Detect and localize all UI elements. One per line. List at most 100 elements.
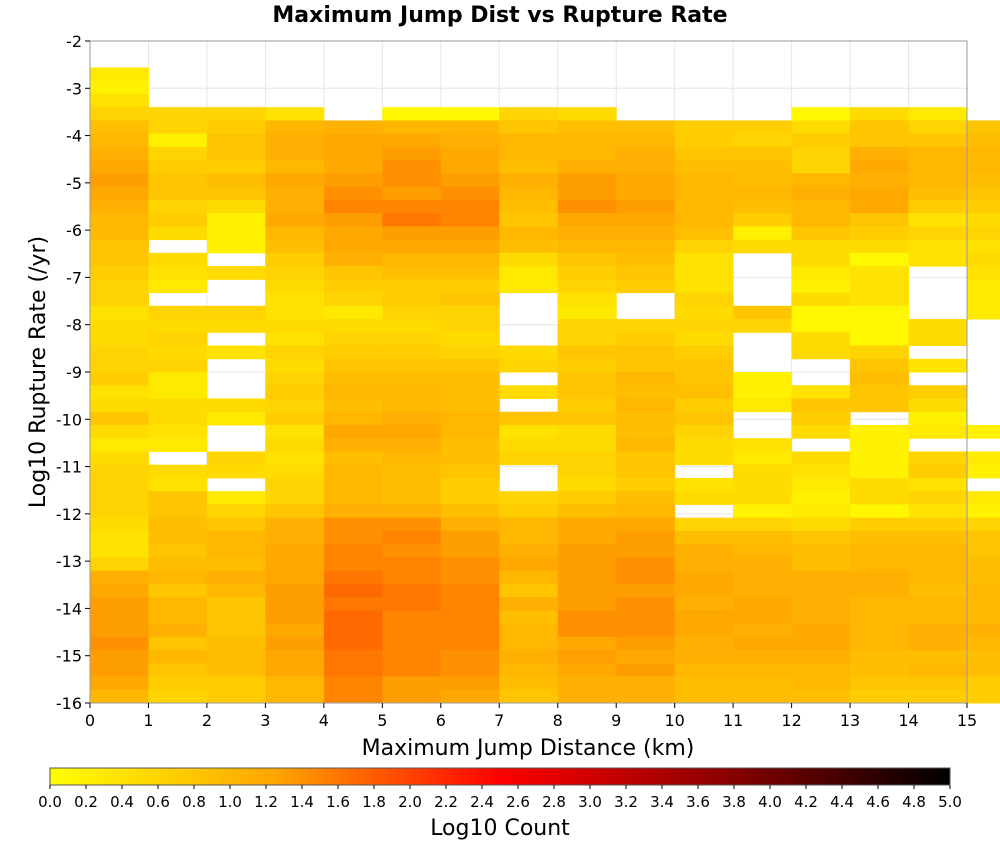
heatmap-cell [323,583,383,598]
heatmap-cell [791,491,851,505]
heatmap-cell [557,451,617,466]
heatmap-cell [206,650,266,664]
heatmap-cell [967,491,1000,505]
heatmap-cell [557,610,617,625]
colorbar-tick-label: 2.6 [506,793,530,811]
heatmap-cell [323,464,383,479]
heatmap-cell [733,398,793,413]
heatmap-cell [90,544,149,558]
heatmap-cell [908,477,968,492]
heatmap-cell [791,186,851,201]
heatmap-cell [206,226,266,241]
heatmap-cell [148,597,208,611]
heatmap-cell [499,226,559,241]
heatmap-cell [616,173,676,188]
heatmap-cell [850,517,910,532]
heatmap-cell [206,544,266,558]
heatmap-cell [90,67,149,82]
heatmap-cell [90,239,149,254]
heatmap-cell [616,411,676,426]
heatmap-cell [382,279,442,294]
heatmap-cell [499,385,559,399]
heatmap-cell [323,438,383,452]
heatmap-cell [557,676,617,691]
heatmap-cell [967,120,1000,135]
heatmap-cell [148,332,208,347]
heatmap-cell [499,252,559,267]
heatmap-cell [791,623,851,638]
heatmap-cell [206,266,266,280]
heatmap-cell [674,319,734,333]
heatmap-cell [791,213,851,227]
heatmap-cell [733,504,793,519]
heatmap-cell [616,530,676,545]
heatmap-cell [206,636,266,651]
x-tick-label: 13 [840,711,860,730]
heatmap-cell [850,199,910,214]
colorbar-tick-label: 0.2 [74,793,98,811]
heatmap-cell [440,199,500,214]
heatmap-cell [382,451,442,466]
heatmap-cell [674,226,734,241]
heatmap-cell [382,239,442,254]
heatmap-cell [557,517,617,532]
heatmap-cell [850,120,910,135]
heatmap-cell [791,160,851,174]
heatmap-cell [674,544,734,558]
heatmap-cell [148,173,208,188]
colorbar-tick-label: 1.2 [254,793,278,811]
heatmap-cell [499,530,559,545]
heatmap-cell [382,292,442,307]
heatmap-cell [674,530,734,545]
heatmap-cell [616,319,676,333]
heatmap-cell [557,266,617,280]
heatmap-cell [440,358,500,373]
heatmap-cell [674,133,734,148]
heatmap-cell [323,530,383,545]
heatmap-cell [616,583,676,598]
heatmap-cell [440,504,500,519]
heatmap-cell [791,676,851,691]
heatmap-cell [382,133,442,148]
heatmap-cell [616,372,676,386]
heatmap-cell [674,292,734,307]
heatmap-cell [908,557,968,572]
heatmap-cell [265,676,325,691]
heatmap-cell [850,133,910,148]
heatmap-cell [791,636,851,651]
heatmap-cell [557,186,617,201]
heatmap-cell [967,663,1000,678]
heatmap-cell [733,477,793,492]
heatmap-cell [323,544,383,558]
heatmap-cell [674,663,734,678]
heatmap-cell [265,133,325,148]
heatmap-cell [265,491,325,505]
heatmap-cell [616,160,676,174]
heatmap-cell [674,477,734,492]
heatmap-cell [733,676,793,691]
heatmap-cell [733,610,793,625]
heatmap-cell [908,597,968,611]
heatmap-cell [440,146,500,161]
colorbar-tick-label: 3.0 [578,793,602,811]
heatmap-cell [382,557,442,572]
heatmap-cell [323,610,383,625]
heatmap-cell [440,464,500,479]
heatmap-cell [791,345,851,360]
heatmap-cell [499,199,559,214]
heatmap-cell [206,663,266,678]
x-tick-label: 10 [664,711,684,730]
heatmap-cell [616,610,676,625]
heatmap-cell [206,491,266,505]
heatmap-cell [206,239,266,254]
heatmap-cell [908,332,968,347]
heatmap-cell [499,491,559,505]
heatmap-cell [323,226,383,241]
heatmap-cell [382,689,442,704]
heatmap-cell [440,557,500,572]
heatmap-cell [908,385,968,399]
heatmap-cell [382,266,442,280]
heatmap-cell [850,491,910,505]
heatmap-cell [967,504,1000,519]
heatmap-cell [616,464,676,479]
